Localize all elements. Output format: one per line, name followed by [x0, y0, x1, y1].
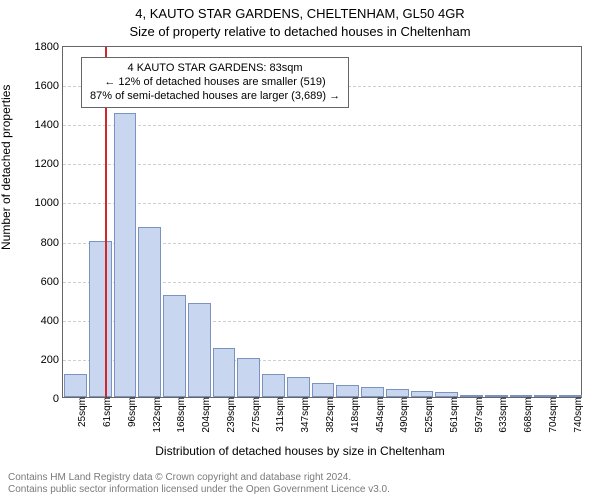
chart-container: 4, KAUTO STAR GARDENS, CHELTENHAM, GL50 …	[0, 0, 600, 500]
grid-line	[63, 203, 581, 204]
x-tick-label: 633sqm	[496, 397, 509, 433]
x-tick-label: 204sqm	[199, 397, 212, 433]
y-tick-label: 800	[41, 237, 63, 249]
histogram-bar	[163, 295, 186, 397]
histogram-bar	[64, 374, 87, 397]
x-tick-label: 347sqm	[298, 397, 311, 433]
x-tick-label: 525sqm	[422, 397, 435, 433]
histogram-bar	[188, 303, 211, 397]
y-tick-label: 400	[41, 315, 63, 327]
histogram-bar	[237, 358, 260, 397]
chart-title-line1: 4, KAUTO STAR GARDENS, CHELTENHAM, GL50 …	[0, 6, 600, 21]
x-axis-label: Distribution of detached houses by size …	[0, 444, 600, 458]
x-tick-label: 418sqm	[348, 397, 361, 433]
x-tick-label: 132sqm	[150, 397, 163, 433]
x-tick-label: 25sqm	[75, 397, 88, 427]
y-tick-label: 1800	[35, 41, 63, 53]
info-box-line: 87% of semi-detached houses are larger (…	[90, 90, 340, 104]
x-tick-label: 239sqm	[224, 397, 237, 433]
histogram-bar	[361, 387, 384, 397]
histogram-bar	[336, 385, 359, 397]
footer-attribution: Contains HM Land Registry data © Crown c…	[8, 472, 390, 496]
x-tick-label: 168sqm	[174, 397, 187, 433]
x-tick-label: 668sqm	[521, 397, 534, 433]
y-tick-label: 1000	[35, 197, 63, 209]
x-tick-label: 740sqm	[571, 397, 584, 433]
info-box-line: ← 12% of detached houses are smaller (51…	[90, 76, 340, 90]
histogram-bar	[262, 374, 285, 397]
histogram-bar	[89, 241, 112, 397]
y-axis-label: Number of detached properties	[0, 85, 13, 250]
x-tick-label: 311sqm	[273, 397, 286, 432]
x-tick-label: 275sqm	[249, 397, 262, 433]
plot-area: 02004006008001000120014001600180025sqm61…	[62, 46, 582, 398]
x-tick-label: 382sqm	[323, 397, 336, 433]
grid-line	[63, 125, 581, 126]
x-tick-label: 561sqm	[447, 397, 460, 433]
x-tick-label: 96sqm	[125, 397, 138, 427]
footer-line2: Contains public sector information licen…	[8, 484, 390, 496]
histogram-bar	[114, 113, 137, 397]
info-box: 4 KAUTO STAR GARDENS: 83sqm← 12% of deta…	[81, 57, 349, 108]
chart-title-line2: Size of property relative to detached ho…	[0, 24, 600, 39]
histogram-bar	[138, 227, 161, 397]
x-tick-label: 61sqm	[100, 397, 113, 427]
histogram-bar	[287, 377, 310, 397]
histogram-bar	[386, 389, 409, 397]
histogram-bar	[312, 383, 335, 397]
histogram-bar	[213, 348, 236, 397]
y-tick-label: 1400	[35, 119, 63, 131]
y-tick-label: 0	[53, 393, 63, 405]
grid-line	[63, 164, 581, 165]
y-tick-label: 200	[41, 354, 63, 366]
info-box-line: 4 KAUTO STAR GARDENS: 83sqm	[90, 62, 340, 76]
x-tick-label: 597sqm	[472, 397, 485, 433]
y-tick-label: 1600	[35, 80, 63, 92]
x-tick-label: 454sqm	[373, 397, 386, 433]
y-tick-label: 1200	[35, 158, 63, 170]
x-tick-label: 490sqm	[397, 397, 410, 433]
x-tick-label: 704sqm	[546, 397, 559, 433]
footer-line1: Contains HM Land Registry data © Crown c…	[8, 472, 390, 484]
y-tick-label: 600	[41, 276, 63, 288]
